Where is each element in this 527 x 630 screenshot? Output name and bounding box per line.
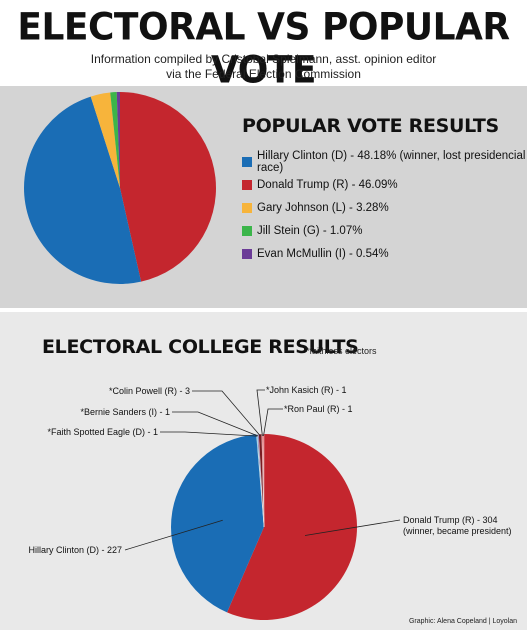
electoral-label-colin-powell: *Colin Powell (R) - 3 <box>109 386 190 397</box>
legend-swatch <box>242 248 252 259</box>
leader-spotted-eagle <box>160 431 258 437</box>
popular-slice-gary-johnson <box>90 92 120 188</box>
electoral-label-john-kasich: *John Kasich (R) - 1 <box>266 385 347 396</box>
electoral-label-donald-trump: Donald Trump (R) - 304 (winner, became pr… <box>403 515 512 537</box>
popular-vote-title: POPULAR VOTE RESULTS <box>242 115 499 137</box>
electoral-label-text: Donald Trump (R) - 304 <box>403 515 498 525</box>
popular-slice-donald-trump <box>120 92 216 282</box>
legend-label: Donald Trump (R) - 46.09% <box>257 178 398 191</box>
electoral-slice-hillary-clinton <box>170 434 264 613</box>
graphic-credit: Graphic: Alena Copeland | Loyolan <box>408 618 517 625</box>
popular-slice-jill-stein <box>110 92 120 188</box>
electoral-label-ron-paul: *Ron Paul (R) - 1 <box>284 404 353 415</box>
leader-ron-paul <box>263 408 283 436</box>
legend-swatch <box>242 179 252 190</box>
leader-kasich <box>256 389 265 436</box>
electoral-label-text: *Bernie Sanders (I) - 1 <box>80 407 170 417</box>
popular-slice-evan-mcmullin <box>116 92 120 188</box>
legend-label: Jill Stein (G) - 1.07% <box>257 224 363 237</box>
leader-clinton <box>124 519 223 551</box>
legend-swatch <box>242 225 252 236</box>
legend-label: Gary Johnson (L) - 3.28% <box>257 201 389 214</box>
electoral-slice-donald-trump <box>227 433 358 620</box>
electoral-label-bernie-sanders: *Bernie Sanders (I) - 1 <box>80 407 170 418</box>
subtitle-line-2: via the Federal Election Commission <box>166 67 361 81</box>
subtitle: Information compiled by Cristobal Spielm… <box>0 52 527 82</box>
leader-sanders <box>172 411 259 437</box>
electoral-label-leaders <box>124 389 401 551</box>
popular-slice-hillary-clinton <box>24 96 142 284</box>
electoral-college-title: ELECTORAL COLLEGE RESULTS <box>42 336 359 358</box>
legend-item-gary-johnson: Gary Johnson (L) - 3.28% <box>242 196 527 219</box>
legend-swatch <box>242 202 252 213</box>
legend-item-donald-trump: Donald Trump (R) - 46.09% <box>242 173 527 196</box>
legend-swatch <box>242 156 252 167</box>
legend-item-hillary-clinton: Hillary Clinton (D) - 48.18% (winner, lo… <box>242 149 527 174</box>
electoral-label-text: Hillary Clinton (D) - 227 <box>28 545 122 555</box>
legend-label: Hillary Clinton (D) - 48.18% (winner, lo… <box>257 149 526 174</box>
electoral-label-text: *Faith Spotted Eagle (D) - 1 <box>47 427 158 437</box>
faithless-electors-note: *faithless electors <box>306 346 377 356</box>
popular-vote-pie <box>24 92 216 284</box>
leader-powell <box>192 390 261 437</box>
legend-label: Evan McMullin (I) - 0.54% <box>257 247 389 260</box>
electoral-label-text: *Colin Powell (R) - 3 <box>108 386 190 396</box>
electoral-label-text: *John Kasich (R) - 1 <box>266 385 347 395</box>
legend-item-jill-stein: Jill Stein (G) - 1.07% <box>242 219 527 242</box>
electoral-label-text: *Ron Paul (R) - 1 <box>284 404 353 414</box>
subtitle-line-1: Information compiled by Cristobal Spielm… <box>90 52 437 66</box>
electoral-label-faith-spotted-eagle: *Faith Spotted Eagle (D) - 1 <box>47 427 158 438</box>
electoral-college-pie <box>170 433 358 620</box>
popular-vote-legend: Hillary Clinton (D) - 48.18% (winner, lo… <box>242 150 527 265</box>
main-title: ELECTORAL VS POPULAR VOTE <box>17 5 510 93</box>
legend-item-evan-mcmullin: Evan McMullin (I) - 0.54% <box>242 242 527 265</box>
leader-trump <box>304 519 401 536</box>
electoral-label-hillary-clinton: Hillary Clinton (D) - 227 <box>28 545 122 556</box>
electoral-label-subtext: (winner, became president) <box>403 526 512 536</box>
